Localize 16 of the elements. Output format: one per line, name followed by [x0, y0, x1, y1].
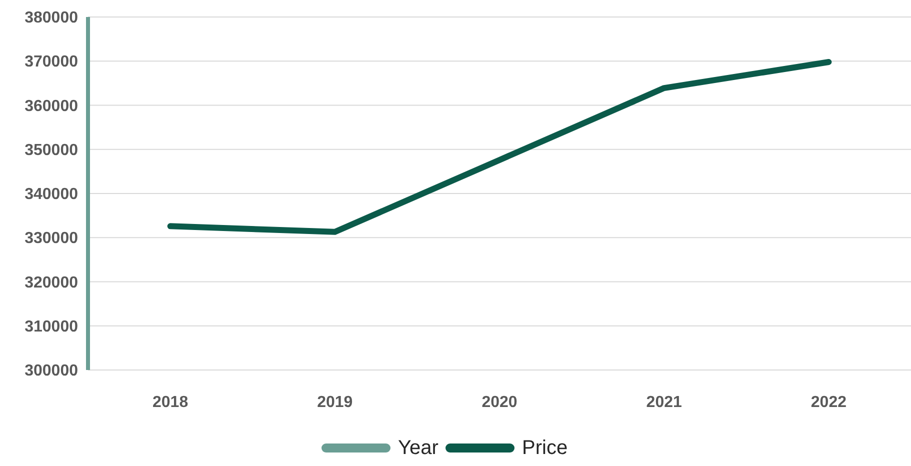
y-tick-label: 330000	[24, 230, 78, 248]
y-tick-label: 360000	[24, 98, 78, 115]
y-tick-label: 370000	[24, 54, 78, 71]
x-tick-label: 2022	[810, 394, 847, 411]
y-tick-label: 310000	[24, 318, 78, 336]
legend-label: Price	[522, 437, 568, 459]
x-tick-label: 2021	[646, 394, 682, 411]
x-tick-label: 2018	[152, 394, 188, 411]
x-tick-label: 2020	[482, 394, 518, 411]
y-tick-label: 300000	[24, 362, 78, 380]
x-tick-label: 2019	[317, 394, 353, 411]
y-tick-label: 380000	[24, 10, 78, 27]
legend-label: Year	[398, 437, 439, 459]
y-tick-label: 350000	[24, 142, 78, 159]
y-tick-label: 340000	[24, 186, 78, 204]
y-tick-label: 320000	[24, 274, 78, 292]
